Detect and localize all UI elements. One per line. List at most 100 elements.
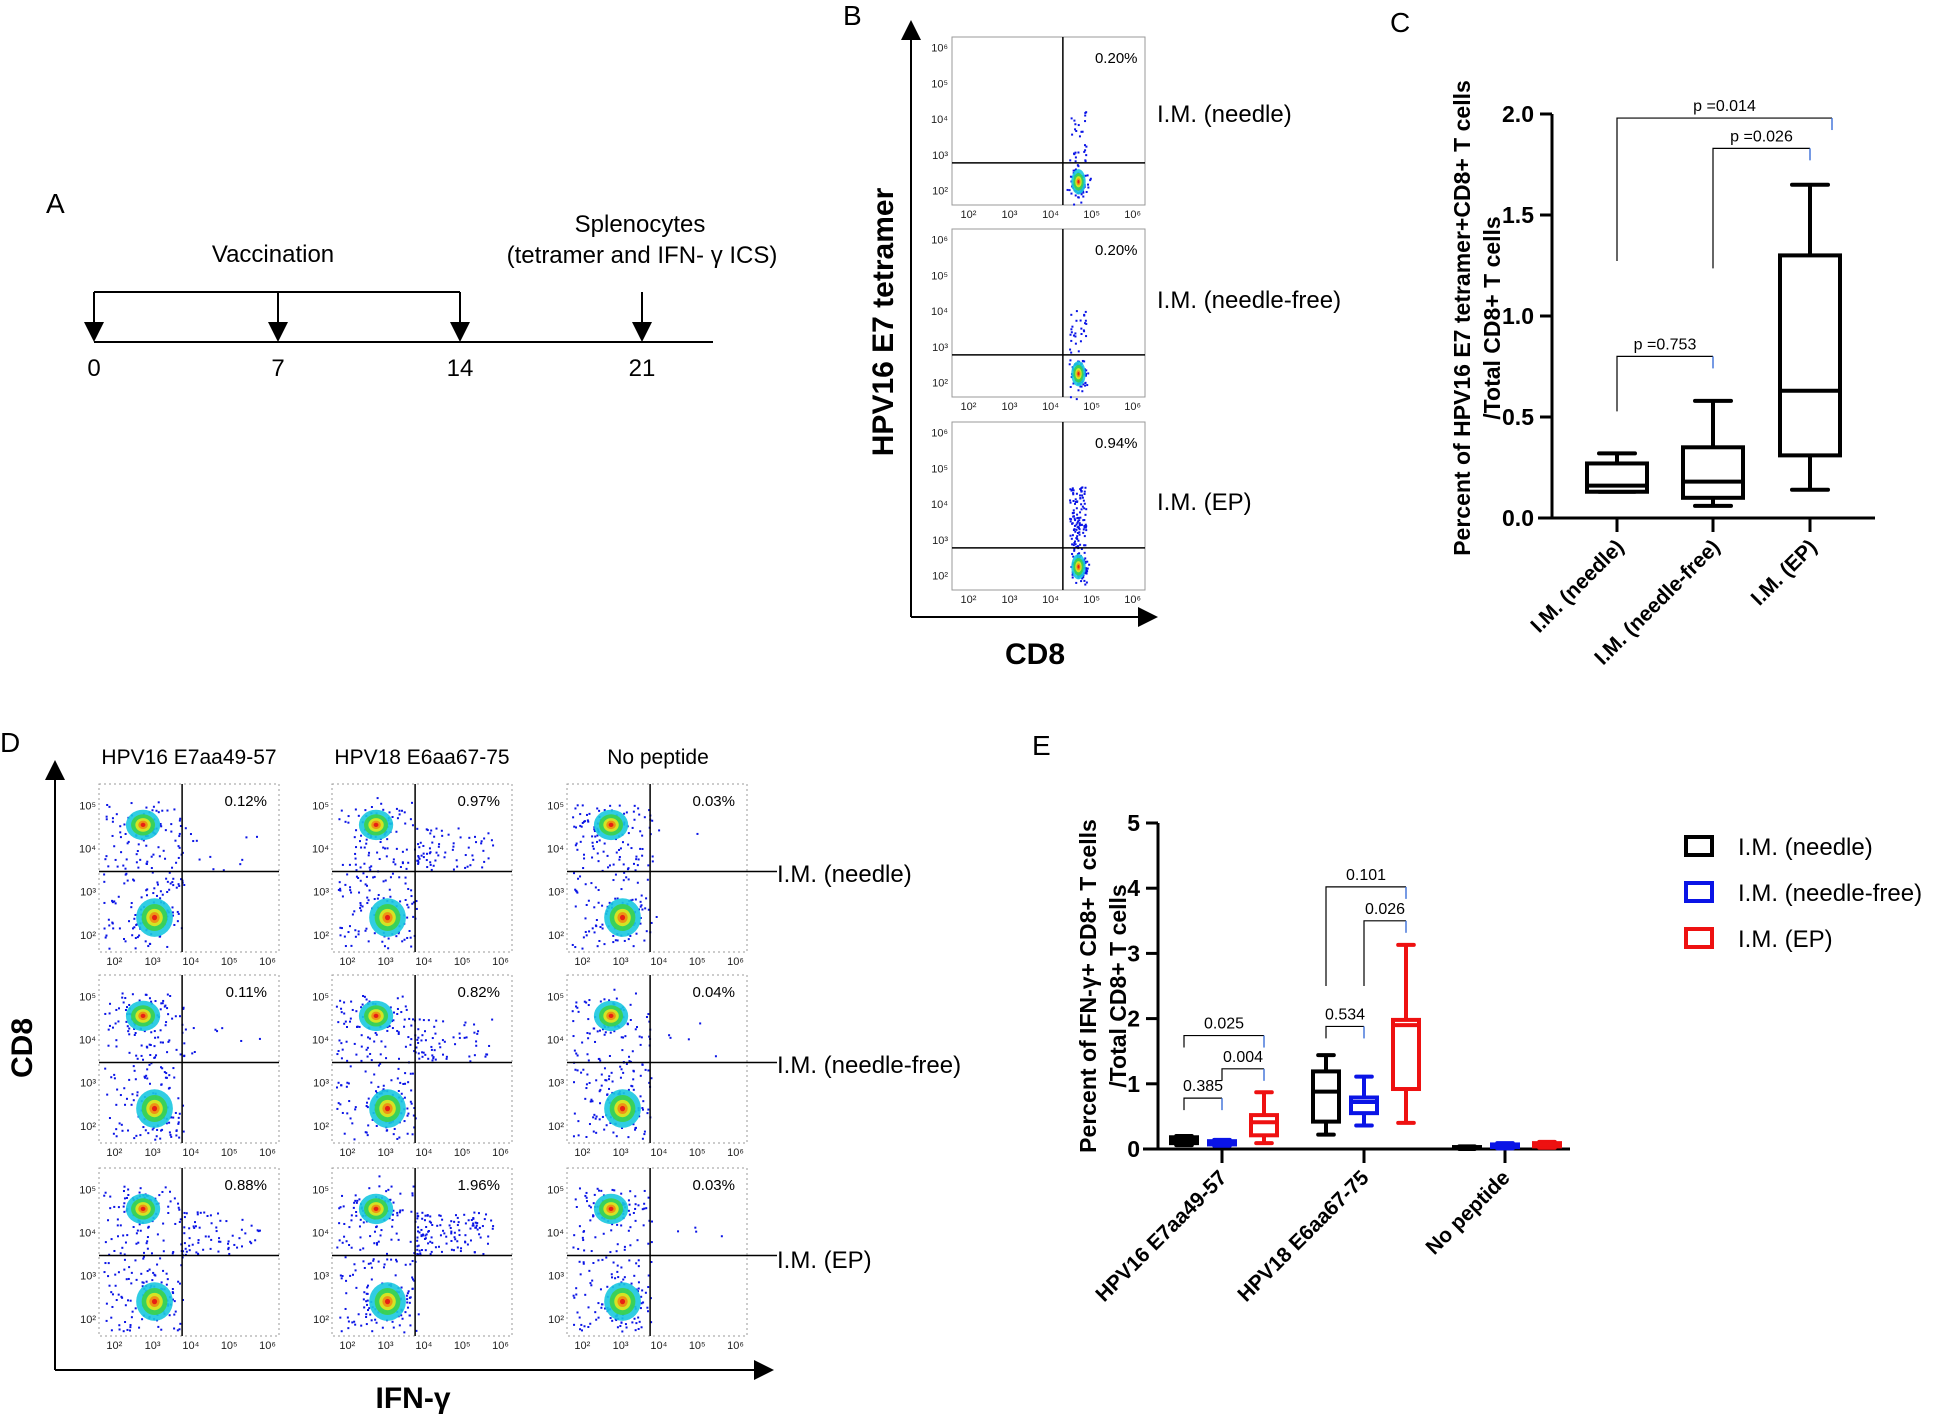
event-dot [597, 1316, 600, 1319]
event-dot [113, 1073, 116, 1076]
event-dot [216, 1030, 219, 1033]
y-axis-label-line2: /Total CD8+ T cells [1105, 884, 1131, 1087]
event-dot [350, 891, 353, 894]
event-dot [146, 1236, 149, 1239]
event-dot [161, 1067, 164, 1070]
event-dot [161, 1128, 164, 1131]
event-dot [626, 868, 629, 871]
x-tick-label: 10² [574, 1147, 590, 1159]
event-dot [339, 889, 342, 892]
event-dot [658, 829, 661, 832]
event-dot [439, 1214, 442, 1217]
event-dot [616, 897, 619, 900]
event-dot [1079, 340, 1082, 343]
event-dot [634, 1219, 637, 1222]
event-dot [609, 1251, 612, 1254]
event-dot [215, 1226, 218, 1229]
event-dot [386, 1258, 389, 1261]
event-dot [631, 826, 634, 829]
event-dot [472, 1222, 475, 1225]
x-tick-label: 10⁵ [1083, 209, 1100, 221]
event-dot [176, 920, 179, 923]
event-dot [413, 1252, 416, 1255]
event-dot [627, 1199, 630, 1202]
event-dot [594, 835, 597, 838]
event-dot [399, 900, 402, 903]
event-dot [367, 1036, 370, 1039]
event-dot [628, 1060, 631, 1063]
event-dot [637, 858, 640, 861]
event-dot [164, 857, 167, 860]
event-dot [340, 1084, 343, 1087]
event-dot [593, 1027, 596, 1030]
event-dot [450, 1232, 453, 1235]
event-dot [582, 820, 585, 823]
event-dot [1086, 174, 1089, 177]
event-dot [156, 1263, 159, 1266]
event-dot [610, 1071, 613, 1074]
event-dot [405, 867, 408, 870]
event-dot [152, 892, 155, 895]
x-tick-label: 10³ [378, 1340, 394, 1352]
event-dot [392, 1209, 395, 1212]
event-dot [178, 819, 181, 822]
event-dot [374, 1090, 377, 1093]
event-dot [389, 1006, 392, 1009]
event-dot [150, 1031, 153, 1034]
event-dot [450, 1220, 453, 1223]
event-dot [103, 880, 106, 883]
event-dot [640, 904, 643, 907]
event-dot [172, 884, 175, 887]
event-dot [475, 1224, 478, 1227]
event-dot [622, 1036, 625, 1039]
event-dot [392, 1011, 395, 1014]
event-dot [227, 1246, 230, 1249]
event-dot [115, 1299, 118, 1302]
event-dot [158, 1194, 161, 1197]
event-dot [358, 1198, 361, 1201]
x-tick-label: I.M. (needle) [1526, 535, 1628, 637]
event-dot [621, 841, 624, 844]
x-tick-label: 10⁵ [1083, 401, 1100, 413]
event-dot [458, 1036, 461, 1039]
event-dot [348, 1100, 351, 1103]
box-whisker [1169, 1133, 1199, 1148]
density-contour [384, 1105, 391, 1112]
event-dot [339, 1206, 342, 1209]
event-dot [162, 849, 165, 852]
legend: I.M. (needle)I.M. (needle-free)I.M. (EP) [1684, 834, 1922, 953]
event-dot [1084, 374, 1087, 377]
event-dot [103, 1271, 106, 1274]
event-dot [431, 841, 434, 844]
event-dot [592, 1116, 595, 1119]
event-dot [103, 1194, 106, 1197]
x-tick-label: 10⁵ [454, 1147, 471, 1159]
event-dot [619, 1065, 622, 1068]
event-dot [574, 844, 577, 847]
event-dot [578, 1316, 581, 1319]
event-dot [396, 1007, 399, 1010]
p-value-label: 0.004 [1223, 1049, 1263, 1066]
event-dot [353, 1138, 356, 1141]
event-dot [153, 1273, 156, 1276]
event-dot [644, 1291, 647, 1294]
event-dot [1081, 505, 1084, 508]
event-dot [398, 813, 401, 816]
event-dot [182, 1006, 185, 1009]
event-dot [452, 1036, 455, 1039]
event-dot [422, 844, 425, 847]
event-dot [131, 1093, 134, 1096]
event-dot [390, 1079, 393, 1082]
event-dot [340, 1330, 343, 1333]
event-dot [1071, 512, 1074, 515]
event-dot [647, 908, 650, 911]
event-dot [125, 858, 128, 861]
event-dot [417, 856, 420, 859]
event-dot [166, 891, 169, 894]
event-dot [1079, 319, 1082, 322]
event-dot [177, 1121, 180, 1124]
event-dot [476, 1222, 479, 1225]
event-dot [173, 1327, 176, 1330]
event-dot [141, 1285, 144, 1288]
event-dot [430, 1221, 433, 1224]
